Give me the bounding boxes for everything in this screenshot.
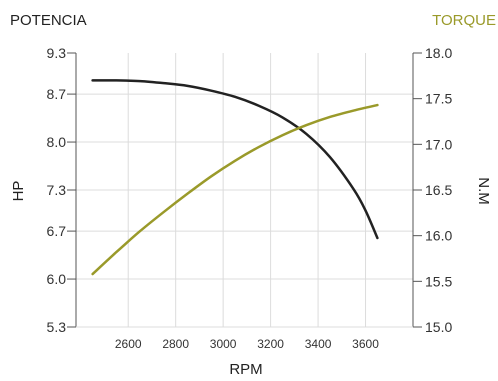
grid	[76, 53, 413, 327]
series-lines	[91, 79, 379, 276]
right-tick-label: 16.5	[425, 182, 452, 198]
x-axis-label: RPM	[229, 361, 262, 378]
left-tick-label: 7.3	[47, 182, 67, 198]
left-tick-label: 6.0	[47, 271, 67, 287]
left-tick-label: 8.0	[47, 134, 67, 150]
right-tick-label: 17.0	[425, 136, 452, 152]
power-series-line	[91, 79, 379, 240]
torque-series-line	[91, 103, 379, 276]
x-tick-label: 2600	[115, 337, 142, 351]
x-tick-label: 3200	[257, 337, 284, 351]
right-tick-label: 17.5	[425, 91, 452, 107]
x-tick-label: 3000	[210, 337, 237, 351]
left-tick-label: 8.7	[47, 86, 67, 102]
axes	[67, 52, 422, 328]
left-tick-label: 5.3	[47, 319, 67, 335]
left-axis-title: POTENCIA	[10, 12, 87, 29]
left-tick-label: 6.7	[47, 223, 67, 239]
right-axis-label: N.M	[475, 177, 492, 205]
tick-labels: 2600 2800 3000 3200 3400 3600 9.3 8.7 8.0 7.3 6.7 6…	[47, 45, 453, 351]
left-axis-label: HP	[10, 181, 27, 202]
right-tick-label: 15.0	[425, 319, 452, 335]
right-tick-label: 16.0	[425, 228, 452, 244]
right-axis-title: TORQUE	[432, 12, 496, 29]
x-tick-label: 3600	[352, 337, 379, 351]
left-tick-label: 9.3	[47, 45, 67, 61]
right-tick-label: 18.0	[425, 45, 452, 61]
x-tick-label: 2800	[162, 337, 189, 351]
x-tick-label: 3400	[305, 337, 332, 351]
right-tick-label: 15.5	[425, 273, 452, 289]
